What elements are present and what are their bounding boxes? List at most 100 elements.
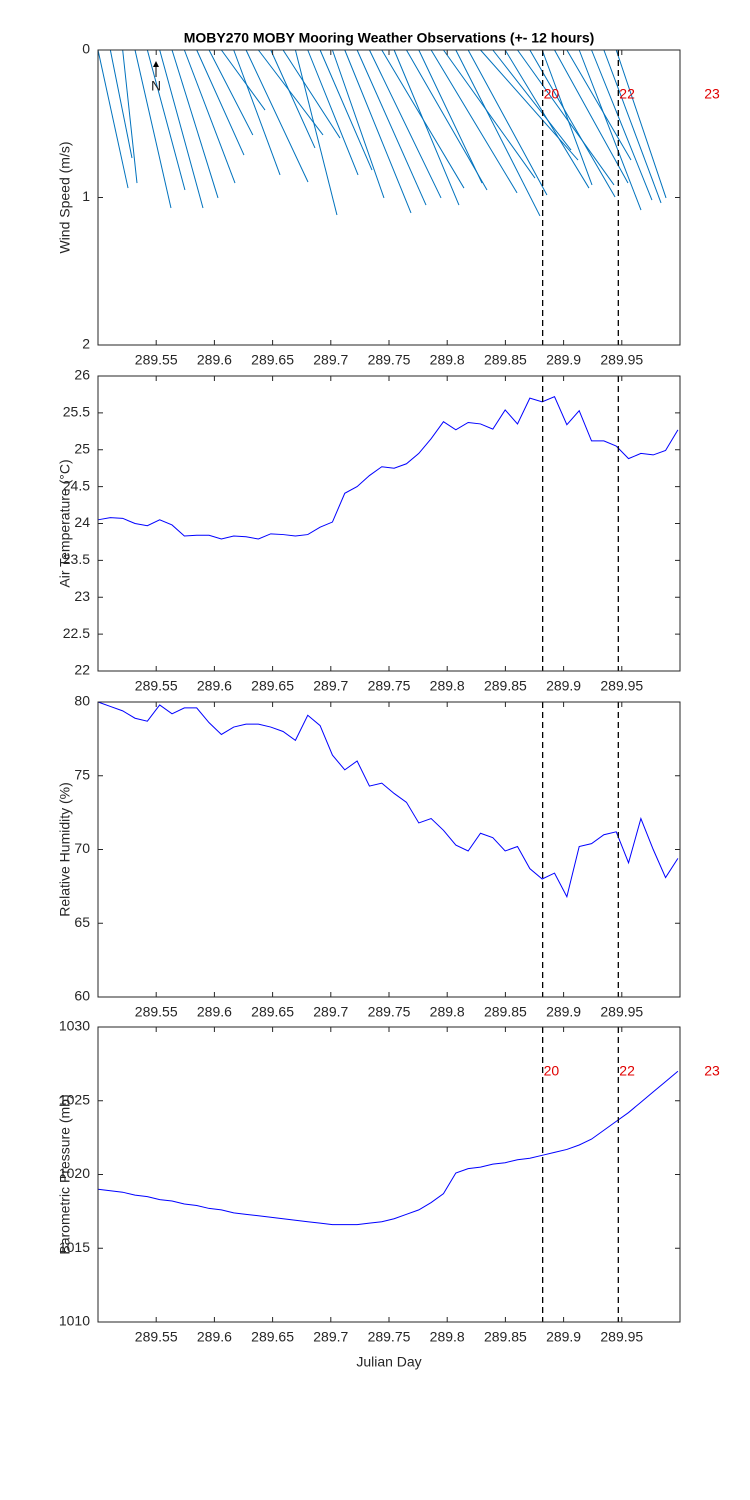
y-tick-label: 1020	[59, 1165, 90, 1181]
x-tick-label: 289.85	[484, 352, 527, 368]
panel: 289.55 289.6 289.65 289.7 289.75 289.8 289.85 2…	[57, 693, 681, 1020]
x-tick-label: 289.85	[484, 1329, 527, 1345]
wind-stick	[566, 49, 632, 161]
x-tick-label: 289.55	[135, 352, 178, 368]
x-tick-label: 289.65	[251, 352, 294, 368]
wind-stick	[603, 49, 662, 204]
x-tick-label: 289.9	[546, 1329, 581, 1345]
wind-stick	[171, 49, 219, 199]
y-tick-label: 1025	[59, 1091, 90, 1107]
wind-stick	[393, 49, 460, 206]
wind-stick	[319, 49, 373, 171]
x-axis-label: Julian Day	[356, 1354, 421, 1370]
wind-stick	[480, 49, 579, 161]
x-tick-label: 289.65	[251, 1329, 294, 1345]
x-tick-label: 289.7	[313, 1004, 348, 1020]
y-axis-label: Air Temperature (°C)	[57, 459, 73, 587]
y-tick-label: 2	[82, 336, 90, 352]
x-tick-label: 289.75	[368, 352, 411, 368]
y-tick-label: 1010	[59, 1313, 90, 1329]
x-tick-label: 289.6	[197, 1004, 232, 1020]
north-arrow-head	[153, 61, 159, 67]
wind-stick	[455, 49, 541, 217]
x-tick-label: 289.55	[135, 678, 178, 694]
x-tick-label: 289.9	[546, 1004, 581, 1020]
x-tick-label: 289.55	[135, 1004, 178, 1020]
y-axis-label: Relative Humidity (%)	[57, 782, 73, 917]
wind-stick	[430, 49, 518, 194]
wind-stick	[331, 49, 385, 199]
wind-stick	[356, 49, 427, 206]
y-tick-label: 65	[74, 914, 90, 930]
wind-stick	[418, 49, 483, 184]
x-tick-label: 289.75	[368, 1329, 411, 1345]
wind-stick	[294, 49, 338, 216]
x-tick-label: 289.6	[197, 352, 232, 368]
x-tick-label: 289.6	[197, 678, 232, 694]
x-tick-label: 289.9	[546, 352, 581, 368]
wind-stick	[220, 49, 266, 111]
wind-stick	[109, 49, 133, 159]
plot-area	[98, 702, 680, 997]
y-tick-label: 23.5	[63, 551, 90, 567]
y-tick-label: 0	[82, 41, 90, 57]
wind-stick	[134, 49, 172, 209]
wind-stick	[504, 49, 590, 189]
x-tick-label: 289.85	[484, 1004, 527, 1020]
x-tick-label: 289.7	[313, 1329, 348, 1345]
wind-stick	[344, 49, 412, 214]
x-tick-label: 289.65	[251, 1004, 294, 1020]
wind-stick	[97, 49, 129, 189]
y-tick-label: 25.5	[63, 404, 90, 420]
y-axis-label: Barometric Pressure (mb)	[57, 1094, 73, 1254]
x-tick-label: 289.75	[368, 678, 411, 694]
y-tick-label: 24	[74, 514, 90, 530]
x-tick-label: 289.8	[430, 1329, 465, 1345]
wind-stick	[591, 49, 653, 201]
wind-stick	[233, 49, 281, 176]
x-tick-label: 289.55	[135, 1329, 178, 1345]
wind-stick	[196, 49, 245, 156]
plot-area	[98, 1027, 680, 1322]
y-tick-label: 23	[74, 588, 90, 604]
wind-stick	[183, 49, 236, 184]
plot-area	[98, 376, 680, 671]
wind-stick	[492, 49, 572, 151]
y-tick-label: 80	[74, 693, 90, 709]
wind-stick	[406, 49, 488, 191]
hour-label: 23	[704, 86, 720, 102]
x-tick-label: 289.7	[313, 352, 348, 368]
wind-stick	[368, 49, 442, 199]
data-line	[97, 1070, 679, 1226]
x-tick-label: 289.85	[484, 678, 527, 694]
wind-stick	[146, 49, 186, 191]
wind-stick	[443, 49, 536, 179]
y-tick-label: 70	[74, 840, 90, 856]
y-tick-label: 25	[74, 440, 90, 456]
wind-stick	[307, 49, 359, 176]
hour-label: 20	[544, 1063, 560, 1079]
wind-stick	[615, 49, 667, 199]
y-tick-label: 1	[82, 188, 90, 204]
x-tick-label: 289.7	[313, 678, 348, 694]
y-tick-label: 26	[74, 367, 90, 383]
x-tick-label: 289.95	[600, 1004, 643, 1020]
x-tick-label: 289.9	[546, 678, 581, 694]
wind-stick	[258, 49, 324, 136]
y-tick-label: 22	[74, 662, 90, 678]
y-tick-label: 24.5	[63, 477, 90, 493]
wind-stick	[529, 49, 616, 198]
chart-title: MOBY270 MOBY Mooring Weather Observation…	[184, 30, 595, 46]
hour-label: 22	[619, 1063, 635, 1079]
data-line	[97, 701, 679, 899]
wind-stick	[159, 49, 204, 209]
y-tick-label: 1015	[59, 1239, 90, 1255]
plot-area	[98, 50, 680, 345]
wind-stick	[208, 49, 254, 136]
x-tick-label: 289.6	[197, 1329, 232, 1345]
y-tick-label: 75	[74, 766, 90, 782]
